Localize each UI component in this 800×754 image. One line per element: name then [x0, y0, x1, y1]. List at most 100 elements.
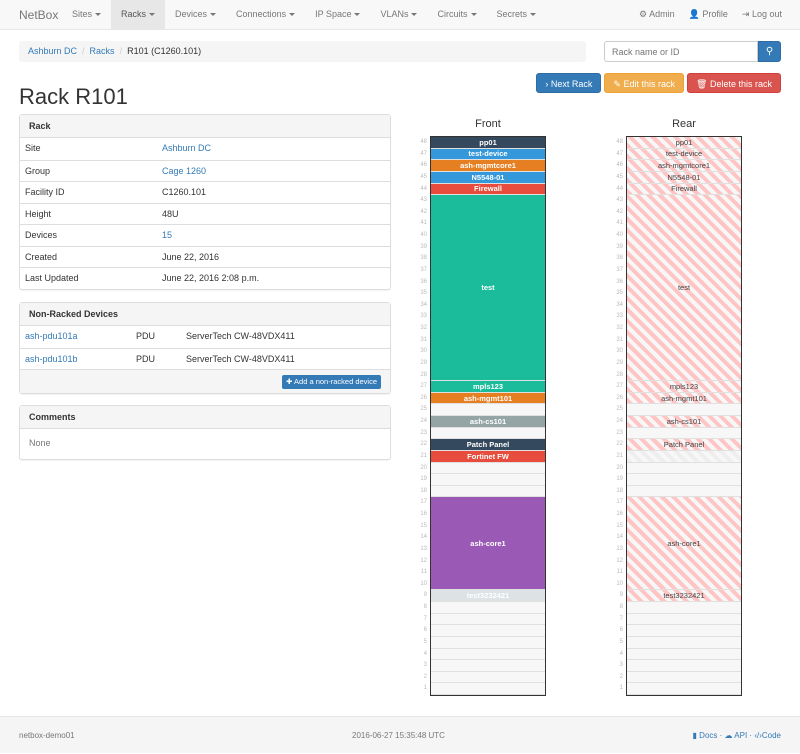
caret-down-icon — [411, 13, 418, 17]
empty-unit[interactable] — [627, 672, 741, 684]
nav-logout[interactable]: ⇥ Log out — [742, 0, 782, 29]
search-input[interactable] — [604, 41, 758, 62]
rack-device[interactable]: pp01 — [431, 137, 545, 149]
empty-unit[interactable] — [627, 660, 741, 672]
chevron-right-icon: › — [545, 79, 549, 89]
device-link[interactable]: ash-pdu101a — [25, 331, 78, 341]
add-label: Add a non-racked device — [294, 377, 377, 386]
empty-unit[interactable] — [431, 428, 545, 440]
unit-number: 15 — [616, 522, 623, 529]
unit-number: 25 — [616, 406, 623, 413]
empty-unit[interactable] — [627, 649, 741, 661]
next-rack-button[interactable]: › Next Rack — [536, 73, 602, 93]
empty-unit[interactable] — [627, 625, 741, 637]
empty-unit[interactable] — [431, 683, 545, 695]
nav-admin[interactable]: ⚙ Admin — [639, 0, 675, 29]
nav-sites[interactable]: Sites — [62, 0, 111, 29]
empty-unit[interactable] — [431, 614, 545, 626]
empty-unit[interactable] — [431, 649, 545, 661]
rack-device[interactable]: Fortinet FW — [431, 450, 545, 463]
rack-device[interactable]: mpls123 — [431, 381, 545, 393]
rack-device[interactable]: test-device — [431, 148, 545, 161]
rack-device[interactable]: ash-cs101 — [431, 416, 545, 428]
empty-unit[interactable] — [431, 602, 545, 614]
navbar: NetBox Sites Racks Devices Connections IP Sp… — [0, 0, 800, 30]
unit-number: 9 — [619, 592, 623, 599]
empty-unit[interactable] — [627, 486, 741, 498]
nav-circuits[interactable]: Circuits — [427, 0, 486, 29]
rack-device[interactable]: ash-mgmt101 — [627, 392, 741, 405]
rack-device[interactable]: test — [627, 195, 741, 382]
rack-device[interactable]: N5548-01 — [431, 171, 545, 184]
nav-vlans[interactable]: VLANs — [370, 0, 427, 29]
empty-unit[interactable] — [627, 614, 741, 626]
rack-device[interactable]: Patch Panel — [627, 439, 741, 451]
rack-device[interactable]: test — [431, 195, 545, 382]
rack-device[interactable]: ash-mgmtcore1 — [627, 160, 741, 172]
empty-unit[interactable] — [627, 683, 741, 695]
nav-racks[interactable]: Racks — [111, 0, 166, 29]
empty-unit[interactable] — [627, 404, 741, 416]
delete-rack-button[interactable]: 🗑 Delete this rack — [687, 73, 781, 93]
nav-profile[interactable]: 👤 Profile — [689, 0, 728, 29]
rack-device[interactable]: test3232421 — [627, 590, 741, 602]
edit-rack-button[interactable]: ✎ Edit this rack — [604, 73, 685, 93]
brand-logo[interactable]: NetBox — [19, 8, 59, 22]
breadcrumb: Ashburn DC / Racks / R101 (C1260.101) — [19, 41, 586, 62]
caret-down-icon — [95, 13, 102, 17]
unit-number: 38 — [616, 255, 623, 262]
rack-device[interactable]: ash-cs101 — [627, 416, 741, 428]
rack-device[interactable]: Firewall — [431, 183, 545, 196]
nav-ip-space[interactable]: IP Space — [305, 0, 370, 29]
api-link[interactable]: ☁ API — [725, 731, 748, 740]
empty-unit[interactable] — [431, 637, 545, 649]
unit-number: 20 — [616, 464, 623, 471]
device-label: Firewall — [474, 184, 502, 194]
empty-unit[interactable] — [431, 625, 545, 637]
empty-unit[interactable] — [431, 660, 545, 672]
rack-device[interactable]: Patch Panel — [431, 439, 545, 451]
rack-device[interactable]: mpls123 — [627, 381, 741, 393]
page-title: Rack R101 — [19, 84, 128, 109]
device-link[interactable]: ash-pdu101b — [25, 353, 78, 364]
rack-device[interactable]: ash-core1 — [431, 497, 545, 591]
rack-device[interactable]: pp01 — [627, 137, 741, 149]
empty-unit[interactable] — [431, 404, 545, 416]
search-icon: ⚲ — [765, 46, 774, 57]
row-value[interactable]: Cage 1260 — [162, 165, 207, 176]
empty-unit[interactable] — [431, 486, 545, 498]
code-link[interactable]: ‹/›Code — [754, 731, 781, 740]
row-value[interactable]: 15 — [162, 230, 173, 240]
empty-unit[interactable] — [627, 637, 741, 649]
rack-device[interactable]: ash-mgmt101 — [431, 392, 545, 405]
table-row: ash-pdu101b PDU ServerTech CW-48VDX411 — [20, 347, 390, 370]
add-nonracked-button[interactable]: ✚ Add a non-racked device — [282, 375, 381, 389]
rack-device[interactable]: Firewall — [627, 183, 741, 196]
docs-link[interactable]: ▮ Docs — [693, 731, 718, 740]
breadcrumb-site[interactable]: Ashburn DC — [28, 46, 78, 56]
row-value[interactable]: Ashburn DC — [162, 143, 212, 153]
empty-unit[interactable] — [431, 672, 545, 684]
unit-number: 4 — [619, 650, 623, 657]
empty-unit[interactable] — [431, 474, 545, 486]
nav-devices[interactable]: Devices — [165, 0, 226, 29]
rack-device[interactable]: test-device — [627, 148, 741, 161]
empty-unit[interactable] — [627, 463, 741, 475]
search-button[interactable]: ⚲ — [758, 41, 781, 62]
empty-unit[interactable] — [627, 474, 741, 486]
empty-unit[interactable] — [627, 602, 741, 614]
empty-unit[interactable] — [627, 428, 741, 440]
unit-number: 39 — [420, 243, 427, 250]
panel-heading: Non-Racked Devices — [20, 303, 390, 326]
empty-unit[interactable] — [431, 463, 545, 475]
gear-icon: ⚙ — [639, 9, 648, 19]
rack-device[interactable]: ash-mgmtcore1 — [431, 160, 545, 172]
nav-connections[interactable]: Connections — [226, 0, 305, 29]
unit-number: 7 — [423, 615, 427, 622]
nav-secrets[interactable]: Secrets — [487, 0, 547, 29]
rack-device[interactable]: N5548-01 — [627, 171, 741, 184]
unit-number: 14 — [616, 534, 623, 541]
breadcrumb-racks[interactable]: Racks — [89, 46, 115, 56]
rack-device[interactable]: test3232421 — [431, 590, 545, 602]
rack-device[interactable]: ash-core1 — [627, 497, 741, 591]
